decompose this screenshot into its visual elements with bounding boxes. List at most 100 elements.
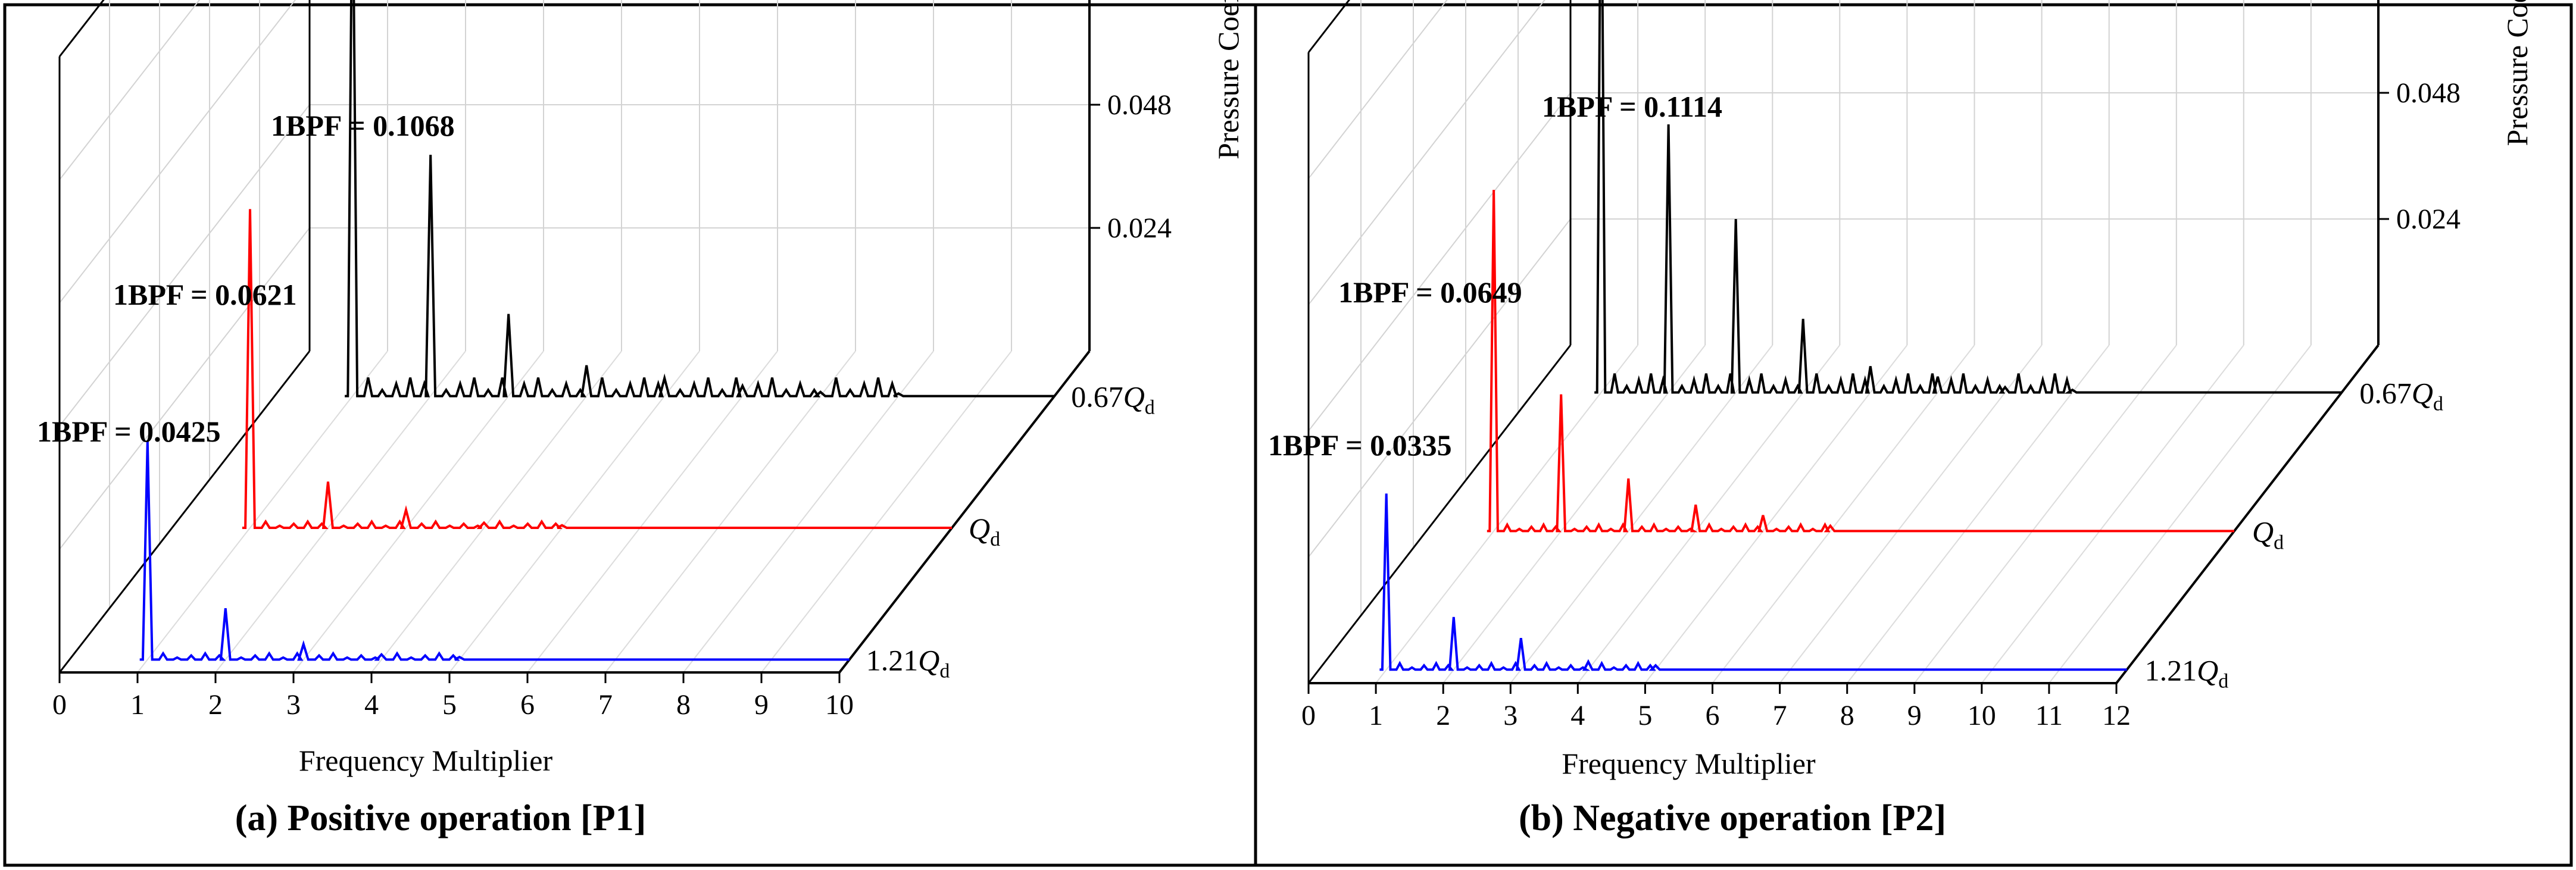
side-wall-gridline [59, 0, 201, 180]
bpf-annotation: 1BPF = 0.0649 [1338, 276, 1522, 309]
series-label-subscript: d [2274, 531, 2284, 553]
floor-gridline [2049, 345, 2312, 684]
x-tick-label: 12 [2102, 700, 2131, 731]
floor-gridline [1914, 345, 2177, 684]
series-label-prefix: 0.67 [2359, 377, 2412, 410]
series-label-subscript: d [990, 528, 1000, 550]
x-tick-label: 4 [1570, 700, 1585, 731]
panel-b-frame [1254, 3, 2573, 867]
series-label-symbol: Q [918, 643, 939, 677]
series-label-subscript: d [1145, 397, 1155, 419]
series-label-symbol: Q [2197, 653, 2218, 687]
floor-gridline [293, 350, 544, 673]
x-tick-label: 2 [1436, 700, 1450, 731]
bpf-annotation: 1BPF = 0.0425 [37, 415, 221, 448]
z-axis-title-text: Pressure Coefficient [1211, 0, 1245, 159]
series-trace-0.67Qd [1594, 0, 2342, 394]
floor-gridline [215, 350, 466, 673]
floor-gridline [1577, 345, 1841, 684]
series-trace-0.67Qd [345, 0, 1055, 398]
z-tick-label: 0.048 [1107, 89, 1172, 121]
series-label-symbol: Q [1123, 380, 1145, 414]
series-label: Qd [2252, 515, 2284, 553]
series-label: 0.67Qd [2359, 377, 2443, 415]
floor-gridline [449, 350, 700, 673]
x-tick-label: 10 [825, 689, 854, 721]
floor-gridline [1442, 345, 1706, 684]
z-tick-label: 0.048 [2396, 77, 2461, 109]
side-wall-gridline [59, 227, 310, 550]
bpf-annotation: 1BPF = 0.1114 [1542, 90, 1722, 123]
x-tick-label: 8 [676, 689, 691, 721]
x-tick-label: 4 [364, 689, 379, 721]
bpf-annotation: 1BPF = 0.0621 [113, 278, 297, 311]
x-tick-label: 6 [520, 689, 535, 721]
x-tick-label: 9 [754, 689, 769, 721]
x-tick-label: 1 [130, 689, 145, 721]
series-trace-1.21Qd [139, 441, 850, 661]
z-axis-title: Pressure Coefficient CP [2500, 0, 2539, 146]
x-tick-label: 7 [1773, 700, 1787, 731]
x-tick-label: 9 [1907, 700, 1922, 731]
side-wall-gridline [1308, 92, 1571, 431]
floor-gridline [137, 350, 388, 673]
panel-a: 0 1 2 3 4 5 6 7 8 9 10 Frequency Multiplier 0.024 0.0… [37, 0, 1250, 838]
x-tick-label: 8 [1840, 700, 1854, 731]
x-tick-label: 10 [1968, 700, 1996, 731]
floor-gridline [1981, 345, 2244, 684]
x-tick-label: 11 [2035, 700, 2063, 731]
series-label: Qd [969, 512, 1000, 550]
x-tick-label: 3 [1503, 700, 1518, 731]
panel-caption: (a) Positive operation [P1] [235, 798, 646, 838]
series-label-symbol: Q [2252, 515, 2274, 548]
floor-gridline [1712, 345, 1975, 684]
bpf-annotation: 1BPF = 0.0335 [1268, 428, 1452, 462]
floor-gridline [1510, 345, 1773, 684]
bpf-annotation: 1BPF = 0.1068 [271, 109, 455, 142]
floor-gridline [527, 350, 778, 673]
left-floor-edge [58, 350, 311, 673]
side-wall-gridline [1308, 0, 1545, 305]
x-tick-label: 1 [1369, 700, 1383, 731]
series-label-subscript: d [2433, 393, 2443, 415]
x-tick-label: 6 [1706, 700, 1720, 731]
side-wall-gridline [59, 0, 296, 303]
series-trace-Qd [1487, 190, 2234, 533]
x-tick-label: 3 [286, 689, 301, 721]
x-tick-label: 0 [1301, 700, 1316, 731]
floor-gridline [605, 350, 856, 673]
floor-gridline [761, 350, 1012, 673]
z-axis-title: Pressure Coefficient CP [1211, 0, 1250, 159]
depth-axis-line [2115, 344, 2380, 684]
series-label: 1.21Qd [2145, 653, 2229, 692]
x-axis-title: Frequency Multiplier [299, 744, 553, 777]
x-tick-label: 5 [1638, 700, 1652, 731]
series-label: 0.67Qd [1071, 380, 1155, 419]
x-tick-label: 5 [442, 689, 457, 721]
left-floor-edge [1307, 345, 1572, 684]
series-label-subscript: d [939, 660, 950, 682]
floor-gridline [683, 350, 934, 673]
series-label-symbol: Q [2412, 377, 2433, 410]
z-tick-label: 0.024 [2396, 204, 2461, 235]
series-trace-1.21Qd [1379, 493, 2127, 671]
side-wall-gridline [59, 104, 310, 427]
z-tick-label: 0.024 [1107, 212, 1172, 244]
floor-gridline [1644, 345, 1908, 684]
series-label-prefix: 0.67 [1071, 380, 1123, 414]
depth-axis-line [838, 350, 1091, 674]
side-wall-gridline [1308, 0, 1448, 179]
series-label-prefix: 1.21 [866, 643, 919, 677]
floor-gridline [1375, 345, 1638, 684]
x-tick-label: 7 [598, 689, 613, 721]
series-label-prefix: 1.21 [2145, 653, 2197, 687]
series-label-subscript: d [2218, 670, 2228, 692]
x-tick-label: 0 [52, 689, 67, 721]
z-axis-title-text: Pressure Coefficient [2500, 0, 2534, 146]
floor-gridline [1779, 345, 2043, 684]
floor-gridline [1846, 345, 2110, 684]
series-label: 1.21Qd [866, 643, 950, 682]
